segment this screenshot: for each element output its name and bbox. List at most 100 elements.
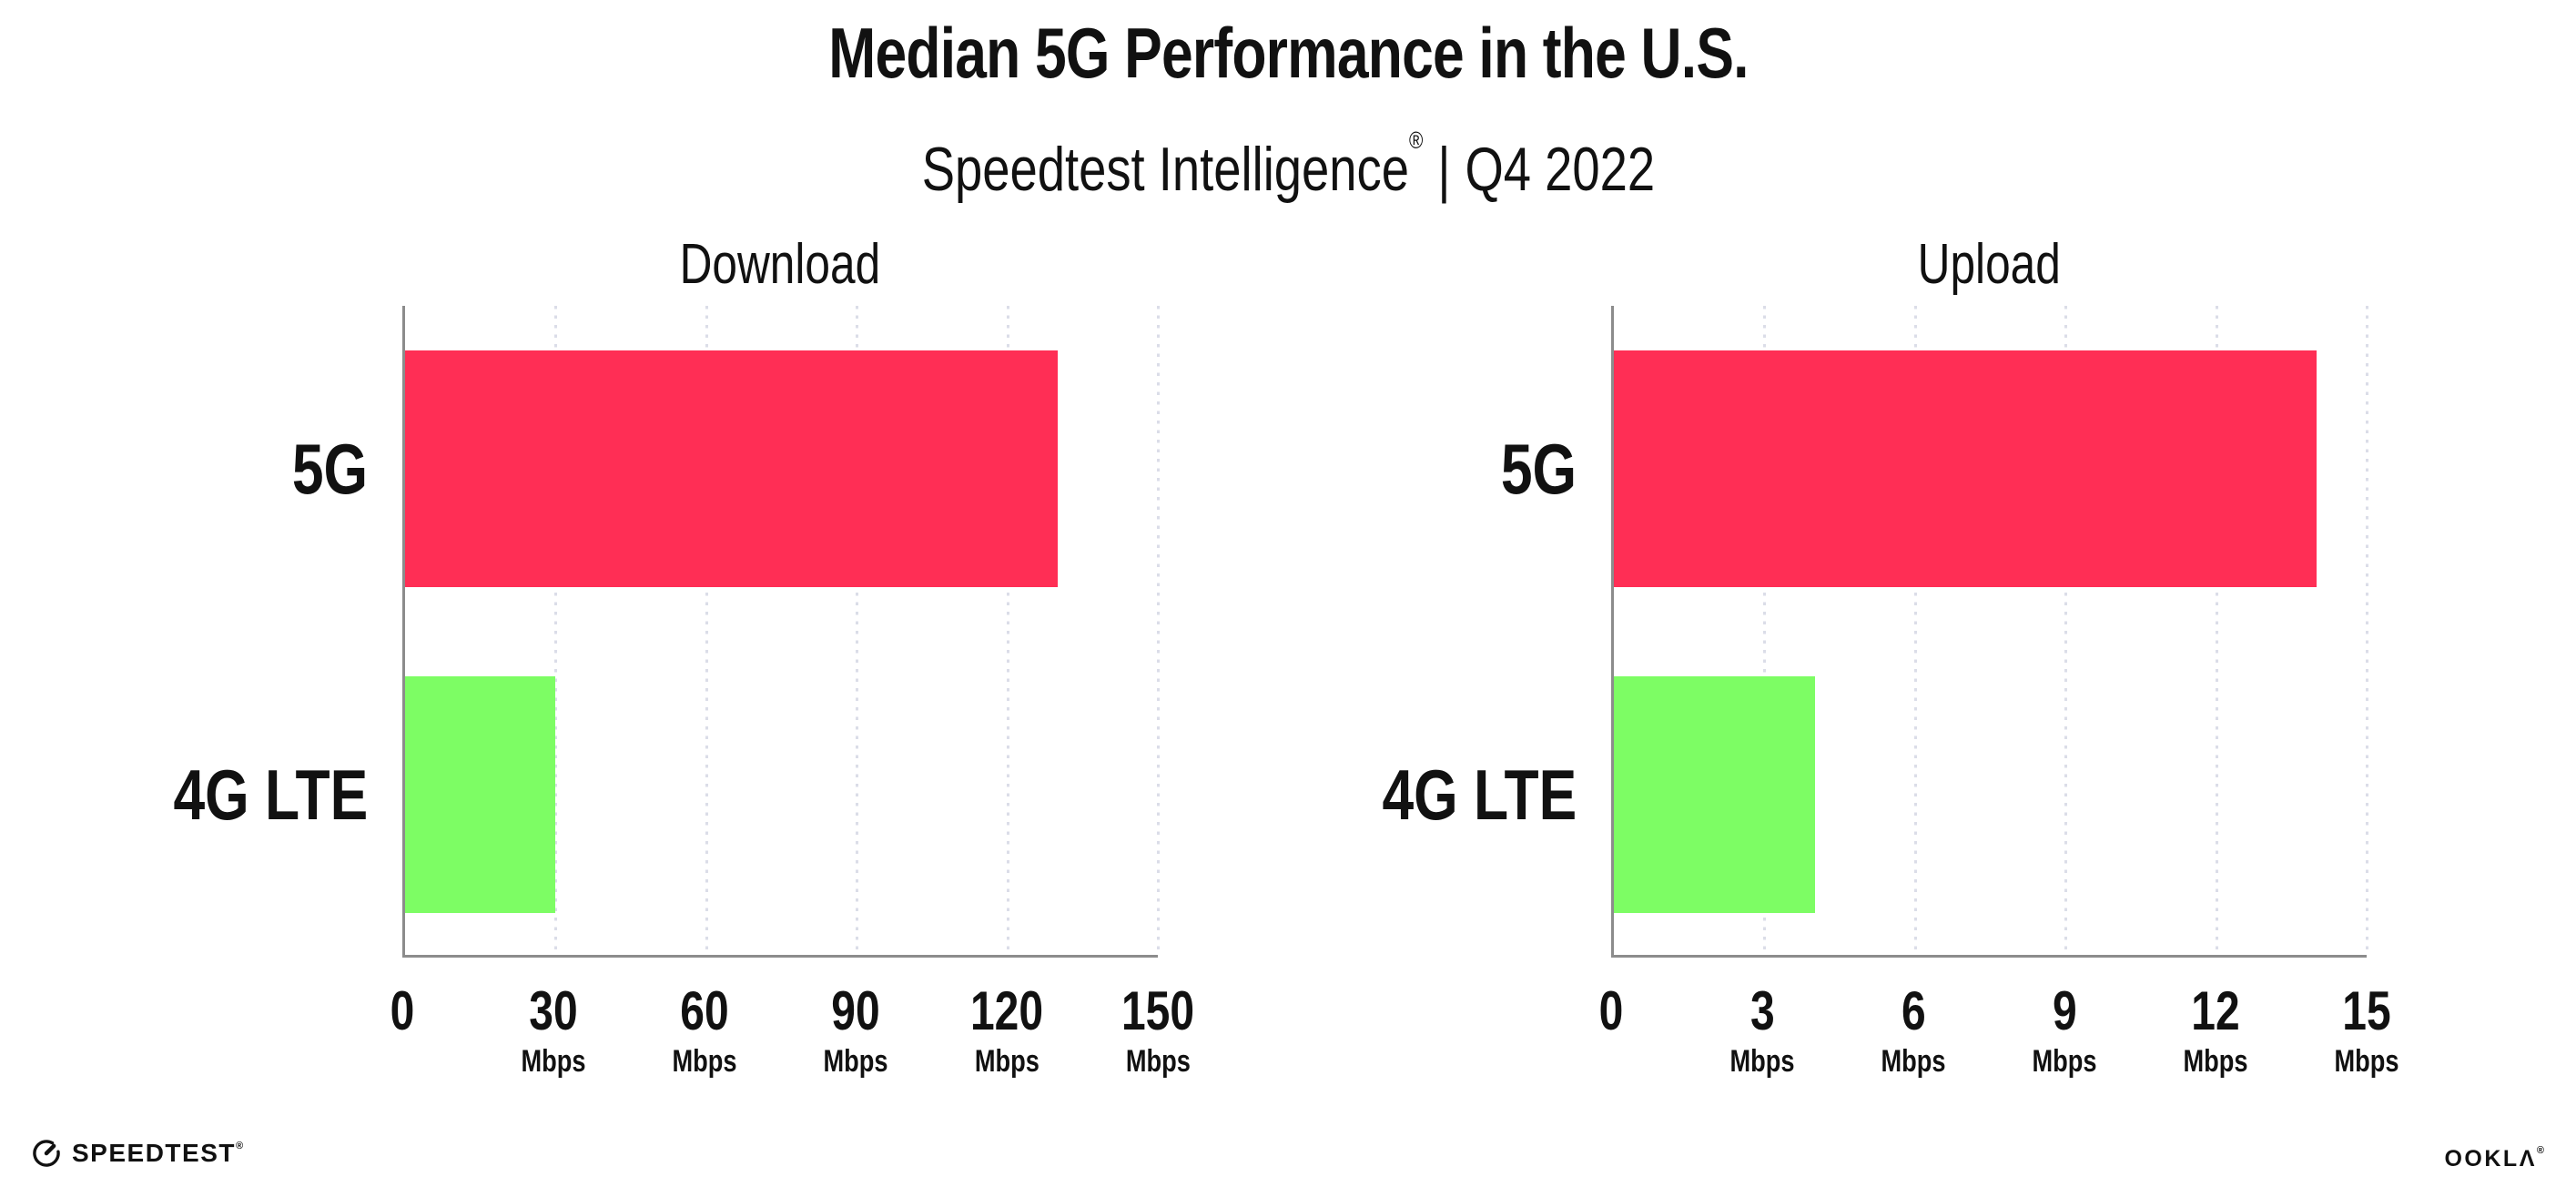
gridline-90 bbox=[856, 306, 859, 955]
download-chart-title: Download bbox=[679, 233, 881, 296]
x-tick-value: 0 bbox=[390, 980, 415, 1041]
x-tick-unit-text: Mbps bbox=[672, 1044, 737, 1079]
x-tick-unit: Mbps bbox=[2327, 1043, 2408, 1080]
gridline-6 bbox=[1913, 306, 1917, 955]
gridline-30 bbox=[554, 306, 558, 955]
upload-chart-title: Upload bbox=[1917, 233, 2061, 296]
x-tick-value: 12 bbox=[2191, 980, 2240, 1041]
x-tick-value: 150 bbox=[1121, 980, 1195, 1041]
x-tick-unit-text: Mbps bbox=[823, 1044, 888, 1079]
x-tick-12: 12 Mbps bbox=[2175, 981, 2257, 1080]
x-tick-unit: Mbps bbox=[513, 1043, 594, 1080]
x-tick-number: 150 bbox=[1112, 981, 1203, 1041]
speedtest-registered-mark-icon: ® bbox=[235, 1141, 244, 1151]
gridline-15 bbox=[2366, 306, 2368, 955]
gridline-120 bbox=[1006, 306, 1009, 955]
category-label-5g: 5G bbox=[0, 429, 368, 509]
subtitle-period: Q4 2022 bbox=[1465, 135, 1655, 204]
page-subtitle: Speedtest Intelligence® | Q4 2022 bbox=[0, 98, 2576, 211]
upload-bar-4g-lte bbox=[1614, 676, 1815, 913]
x-tick-9: 9 Mbps bbox=[2024, 981, 2105, 1080]
x-tick-unit-text: Mbps bbox=[1729, 1044, 1795, 1079]
ookla-logo: OOKLΛ® bbox=[2444, 1145, 2544, 1172]
x-tick-unit: Mbps bbox=[1722, 1043, 1803, 1080]
x-tick-value: 60 bbox=[680, 980, 729, 1041]
x-tick-unit-text: Mbps bbox=[1125, 1044, 1191, 1079]
category-label-4g-lte: 4G LTE bbox=[0, 755, 368, 835]
x-tick-value: 6 bbox=[1901, 980, 1926, 1041]
x-tick-0: 0 bbox=[1596, 981, 1626, 1041]
x-tick-unit: Mbps bbox=[816, 1043, 897, 1080]
x-tick-unit-text: Mbps bbox=[2183, 1044, 2248, 1079]
x-tick-unit-text: Mbps bbox=[974, 1044, 1040, 1079]
category-label-text: 5G bbox=[291, 429, 368, 509]
x-tick-unit: Mbps bbox=[2175, 1043, 2257, 1080]
x-tick-unit-text: Mbps bbox=[521, 1044, 586, 1079]
x-tick-unit: Mbps bbox=[1873, 1043, 1954, 1080]
category-label-text: 5G bbox=[1500, 429, 1577, 509]
upload-bar-5g bbox=[1614, 350, 2317, 587]
download-bar-5g bbox=[405, 350, 1058, 587]
x-tick-unit: Mbps bbox=[961, 1043, 1052, 1080]
speedtest-wordmark: SPEEDTEST® bbox=[72, 1139, 244, 1167]
gridline-12 bbox=[2215, 306, 2218, 955]
x-tick-number: 0 bbox=[387, 981, 417, 1041]
x-tick-number: 12 bbox=[2175, 981, 2257, 1041]
download-x-axis-ticks: 0 30 Mbps 60 Mbps 90 Mbps 120 Mbps 150 Mbps bbox=[390, 981, 1194, 1118]
x-tick-unit-text: Mbps bbox=[2032, 1044, 2097, 1079]
download-bar-4g-lte bbox=[405, 676, 556, 913]
download-plot-area bbox=[402, 306, 1160, 958]
upload-plot-area bbox=[1611, 306, 2368, 958]
upload-x-axis-ticks: 0 3 Mbps 6 Mbps 9 Mbps 12 Mbps 15 Mbps bbox=[1599, 981, 2399, 1118]
x-tick-unit: Mbps bbox=[2024, 1043, 2105, 1080]
x-tick-60: 60 Mbps bbox=[664, 981, 745, 1080]
x-tick-number: 3 bbox=[1722, 981, 1803, 1041]
x-tick-15: 15 Mbps bbox=[2327, 981, 2408, 1080]
gridline-3 bbox=[1763, 306, 1767, 955]
ookla-wordmark: OOKLΛ® bbox=[2444, 1145, 2544, 1172]
x-tick-unit-text: Mbps bbox=[2334, 1044, 2399, 1079]
x-tick-6: 6 Mbps bbox=[1873, 981, 1954, 1080]
x-tick-value: 15 bbox=[2342, 980, 2391, 1041]
subtitle-brand: Speedtest Intelligence bbox=[921, 135, 1409, 204]
x-tick-number: 0 bbox=[1596, 981, 1626, 1041]
subtitle-separator: | bbox=[1436, 135, 1451, 204]
x-tick-number: 6 bbox=[1873, 981, 1954, 1041]
category-label-text: 4G LTE bbox=[173, 755, 368, 835]
x-tick-value: 9 bbox=[2052, 980, 2077, 1041]
x-tick-value: 30 bbox=[529, 980, 578, 1041]
x-tick-value: 120 bbox=[969, 980, 1044, 1041]
registered-mark-icon: ® bbox=[1408, 127, 1423, 154]
x-tick-number: 120 bbox=[961, 981, 1052, 1041]
gridline-150 bbox=[1157, 306, 1160, 955]
x-tick-150: 150 Mbps bbox=[1112, 981, 1203, 1080]
gridline-60 bbox=[705, 306, 708, 955]
page-title: Median 5G Performance in the U.S. bbox=[0, 9, 2576, 96]
x-tick-number: 15 bbox=[2327, 981, 2408, 1041]
speedtest-logo: SPEEDTEST® bbox=[31, 1138, 243, 1169]
x-tick-value: 90 bbox=[831, 980, 880, 1041]
x-tick-120: 120 Mbps bbox=[961, 981, 1052, 1080]
x-tick-value: 3 bbox=[1749, 980, 1775, 1041]
x-tick-30: 30 Mbps bbox=[513, 981, 594, 1080]
x-tick-3: 3 Mbps bbox=[1722, 981, 1803, 1080]
ookla-registered-mark-icon: ® bbox=[2536, 1145, 2544, 1156]
x-tick-90: 90 Mbps bbox=[816, 981, 897, 1080]
page-subtitle-text: Speedtest Intelligence® | Q4 2022 bbox=[921, 98, 1655, 211]
x-tick-number: 9 bbox=[2024, 981, 2105, 1041]
x-tick-unit: Mbps bbox=[664, 1043, 745, 1080]
gridline-9 bbox=[2064, 306, 2068, 955]
x-tick-number: 30 bbox=[513, 981, 594, 1041]
header: Median 5G Performance in the U.S. Speedt… bbox=[0, 9, 2576, 211]
category-label-5g: 5G bbox=[1209, 429, 1577, 509]
x-tick-unit-text: Mbps bbox=[1881, 1044, 1946, 1079]
category-label-4g-lte: 4G LTE bbox=[1209, 755, 1577, 835]
speedtest-gauge-icon bbox=[33, 1140, 60, 1167]
x-tick-0: 0 bbox=[387, 981, 417, 1041]
category-label-text: 4G LTE bbox=[1382, 755, 1577, 835]
x-tick-number: 60 bbox=[664, 981, 745, 1041]
x-tick-value: 0 bbox=[1598, 980, 1624, 1041]
x-tick-number: 90 bbox=[816, 981, 897, 1041]
page-title-text: Median 5G Performance in the U.S. bbox=[827, 13, 1749, 93]
